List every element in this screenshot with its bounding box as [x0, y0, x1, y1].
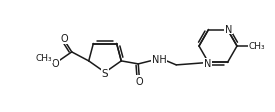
Text: S: S [102, 69, 108, 79]
Text: O: O [136, 76, 143, 86]
Text: N: N [204, 59, 211, 69]
Text: CH₃: CH₃ [249, 42, 265, 51]
Text: N: N [225, 24, 232, 34]
Text: O: O [51, 58, 59, 68]
Text: O: O [61, 34, 68, 43]
Text: NH: NH [152, 54, 167, 64]
Text: CH₃: CH₃ [35, 54, 52, 63]
